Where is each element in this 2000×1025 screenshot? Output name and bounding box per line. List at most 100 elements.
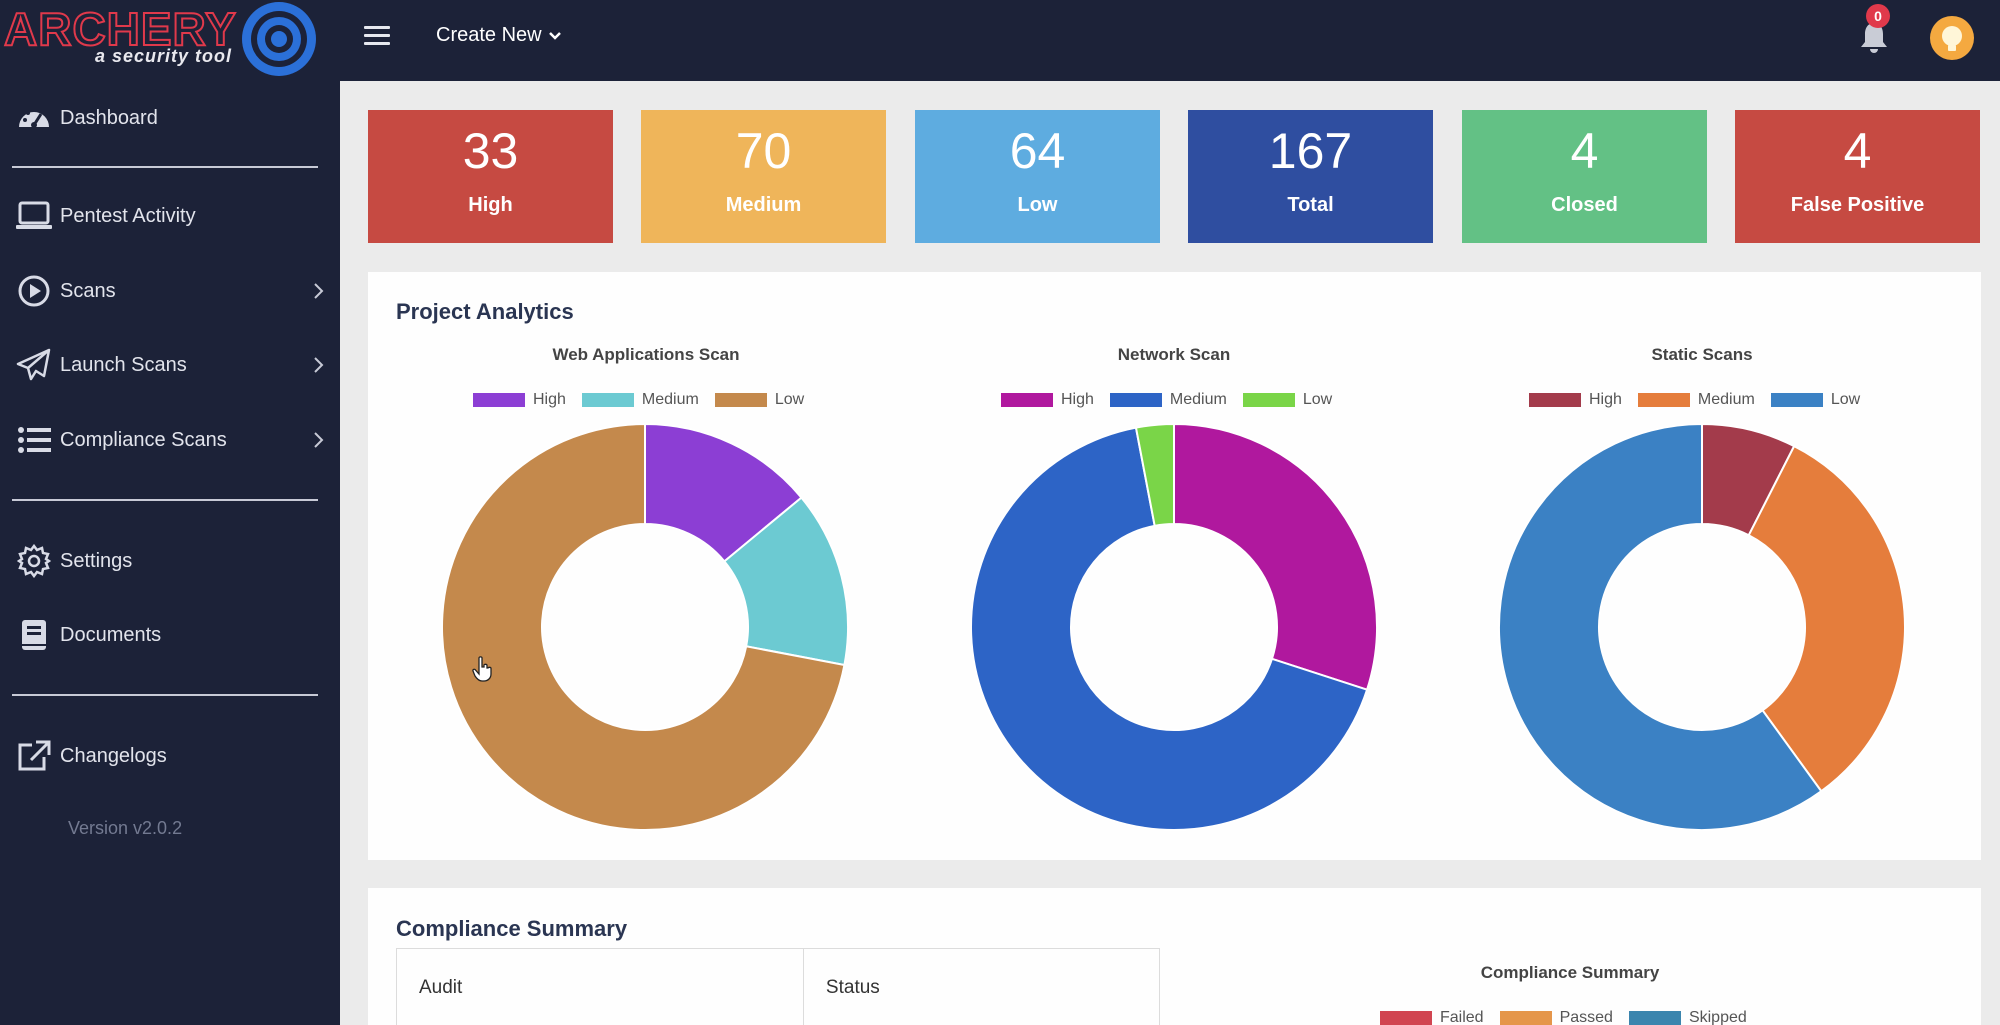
chart-title-network: Network Scan bbox=[1117, 345, 1231, 364]
sidebar-item-label: Pentest Activity bbox=[60, 204, 196, 227]
stat-card-low[interactable]: 64 Low bbox=[915, 110, 1160, 243]
donut-slice-medium[interactable] bbox=[1747, 444, 1906, 793]
legend-item-medium[interactable]: Medium bbox=[1109, 391, 1227, 409]
version-label: Version v2.0.2 bbox=[68, 818, 183, 838]
sidebar-item-label: Documents bbox=[60, 623, 162, 646]
donut-slice-high[interactable] bbox=[1173, 422, 1378, 691]
donut-slice-low[interactable] bbox=[1498, 422, 1823, 831]
sidebar-item-label: Scans bbox=[60, 279, 116, 302]
sidebar-item-changelogs[interactable]: Changelogs bbox=[14, 736, 326, 776]
legend-item-low[interactable]: Low bbox=[1242, 391, 1332, 409]
legend-swatch bbox=[581, 393, 634, 407]
sidebar-item-settings[interactable]: Settings bbox=[14, 541, 326, 581]
legend-item-high[interactable]: High bbox=[473, 391, 566, 409]
logo[interactable]: ARCHERY a security tool bbox=[0, 0, 340, 80]
legend-item-low[interactable]: Low bbox=[714, 391, 805, 409]
external-link-icon bbox=[14, 736, 54, 776]
stat-value: 4 bbox=[1843, 123, 1872, 179]
stat-label: Total bbox=[1287, 194, 1334, 216]
menu-toggle-icon[interactable] bbox=[364, 26, 390, 48]
sidebar-item-label: Launch Scans bbox=[60, 353, 187, 376]
stat-label: Low bbox=[1017, 194, 1058, 216]
legend-item-failed[interactable]: Failed bbox=[1380, 1009, 1484, 1025]
donut-slice-high[interactable] bbox=[644, 422, 803, 563]
chart-legend: High Medium Low bbox=[1529, 391, 1866, 409]
sidebar-item-label: Compliance Scans bbox=[60, 428, 227, 451]
notification-badge: 0 bbox=[1866, 4, 1890, 28]
legend-item-passed[interactable]: Passed bbox=[1499, 1009, 1613, 1025]
sidebar-divider bbox=[12, 166, 318, 168]
sidebar-item-dashboard[interactable]: Dashboard bbox=[14, 98, 326, 138]
bell-icon[interactable] bbox=[1858, 20, 1890, 54]
chart-legend: High Medium Low bbox=[473, 391, 810, 409]
legend-item-low[interactable]: Low bbox=[1770, 391, 1861, 409]
gear-icon bbox=[14, 541, 54, 581]
compliance-table: Audit Status bbox=[396, 948, 1160, 1025]
stat-card-high[interactable]: 33 High bbox=[368, 110, 613, 243]
legend-label: Failed bbox=[1440, 1009, 1484, 1025]
legend-swatch bbox=[1001, 393, 1053, 407]
avatar[interactable] bbox=[1930, 16, 1974, 60]
table-header-audit[interactable]: Audit bbox=[397, 949, 804, 1025]
lightbulb-icon bbox=[1942, 26, 1962, 51]
project-analytics-title: Project Analytics bbox=[396, 299, 574, 324]
legend-label: Medium bbox=[641, 391, 699, 408]
legend-label: Skipped bbox=[1688, 1009, 1747, 1025]
stat-card-total[interactable]: 167 Total bbox=[1188, 110, 1433, 243]
legend-swatch bbox=[1637, 393, 1690, 407]
table-header-status[interactable]: Status bbox=[825, 977, 880, 998]
list-icon bbox=[14, 420, 54, 460]
legend-item-high[interactable]: High bbox=[1001, 391, 1094, 409]
legend-item-medium[interactable]: Medium bbox=[581, 391, 699, 409]
create-new-label: Create New bbox=[436, 24, 542, 46]
donut-slice-low[interactable] bbox=[1134, 422, 1175, 527]
sidebar-divider bbox=[12, 499, 318, 501]
play-circle-icon bbox=[14, 271, 54, 311]
sidebar-item-label: Dashboard bbox=[60, 106, 158, 129]
stat-value: 33 bbox=[462, 123, 519, 179]
legend-item-skipped[interactable]: Skipped bbox=[1628, 1009, 1747, 1025]
sidebar: ARCHERY a security tool Dashboard Pentes… bbox=[0, 0, 340, 1025]
stat-value: 4 bbox=[1570, 123, 1599, 179]
sidebar-item-pentest-activity[interactable]: Pentest Activity bbox=[14, 196, 326, 236]
gauge-icon bbox=[14, 98, 54, 138]
stat-card-false-positive[interactable]: 4 False Positive bbox=[1735, 110, 1980, 243]
chevron-right-icon bbox=[314, 432, 324, 448]
chevron-right-icon bbox=[314, 283, 324, 299]
stat-value: 70 bbox=[735, 123, 792, 179]
legend-label: Passed bbox=[1559, 1009, 1613, 1025]
legend-item-high[interactable]: High bbox=[1529, 391, 1622, 409]
donut-slice-low[interactable] bbox=[441, 422, 846, 831]
legend-swatch bbox=[1628, 1011, 1681, 1025]
legend-label: Low bbox=[1830, 391, 1861, 408]
stat-card-medium[interactable]: 70 Medium bbox=[641, 110, 886, 243]
legend-item-medium[interactable]: Medium bbox=[1637, 391, 1755, 409]
top-bar: Create New 0 bbox=[340, 0, 2000, 81]
legend-swatch bbox=[1529, 393, 1581, 407]
stat-label: Medium bbox=[725, 194, 802, 216]
chevron-right-icon bbox=[314, 357, 324, 373]
target-icon bbox=[242, 2, 316, 76]
laptop-icon bbox=[14, 196, 54, 236]
chart-title-static: Static Scans bbox=[1651, 345, 1753, 364]
legend-label: Medium bbox=[1697, 391, 1755, 408]
sidebar-item-launch-scans[interactable]: Launch Scans bbox=[14, 345, 326, 385]
legend-label: Low bbox=[774, 391, 805, 408]
donut-chart-network[interactable] bbox=[969, 422, 1379, 832]
donut-slice-medium[interactable] bbox=[970, 426, 1369, 831]
donut-chart-static[interactable] bbox=[1497, 422, 1907, 832]
donut-chart-web-applications[interactable] bbox=[440, 422, 850, 832]
sidebar-item-documents[interactable]: Documents bbox=[14, 615, 326, 655]
create-new-dropdown[interactable]: Create New bbox=[436, 24, 562, 47]
stat-value: 64 bbox=[1009, 123, 1066, 179]
donut-slice-medium[interactable] bbox=[722, 496, 849, 667]
chart-title-compliance-summary: Compliance Summary bbox=[1480, 963, 1660, 982]
sidebar-item-compliance-scans[interactable]: Compliance Scans bbox=[14, 420, 326, 460]
legend-swatch bbox=[1380, 1011, 1432, 1025]
sidebar-item-scans[interactable]: Scans bbox=[14, 271, 326, 311]
stat-label: False Positive bbox=[1790, 194, 1925, 216]
chart-legend: High Medium Low bbox=[1001, 391, 1338, 409]
stat-card-closed[interactable]: 4 Closed bbox=[1462, 110, 1707, 243]
book-icon bbox=[14, 615, 54, 655]
chart-title-web-applications: Web Applications Scan bbox=[552, 345, 740, 364]
